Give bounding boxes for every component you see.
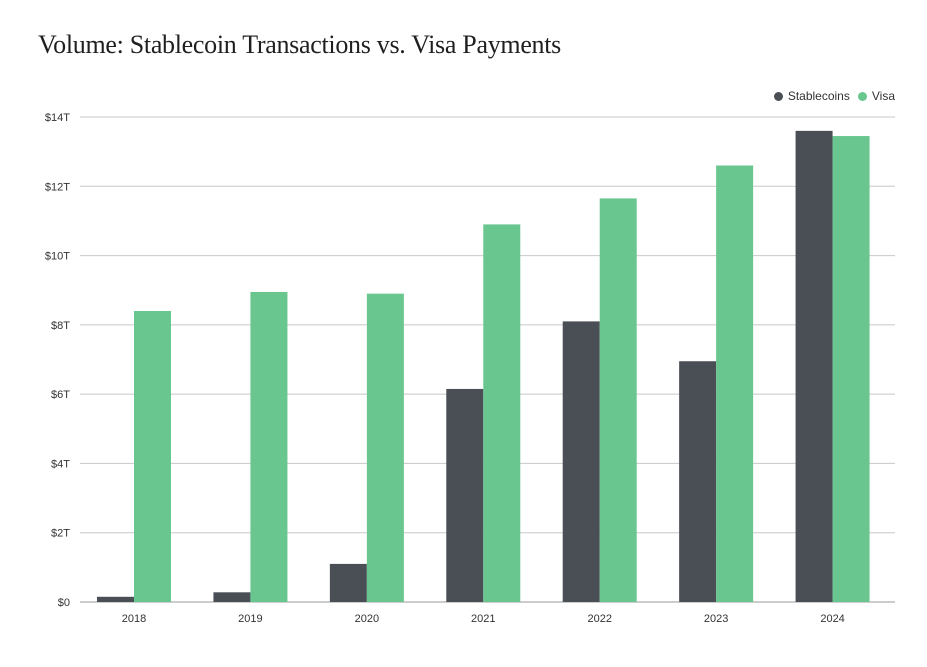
bar-stablecoins — [446, 388, 484, 602]
y-tick-label: $2T — [51, 528, 70, 540]
x-tick-label: 2021 — [471, 613, 495, 625]
y-tick-label: $0 — [58, 597, 70, 609]
legend-label-stablecoins: Stablecoins — [787, 89, 850, 103]
y-tick-label: $14T — [45, 112, 70, 124]
bar-stablecoins — [795, 130, 833, 602]
y-tick-label: $12T — [45, 181, 70, 193]
bar-visa — [366, 293, 404, 602]
legend-item-visa: Visa — [857, 89, 895, 103]
bar-visa — [599, 198, 637, 603]
chart-title: Volume: Stablecoin Transactions vs. Visa… — [38, 30, 561, 59]
bar-stablecoins — [97, 596, 134, 602]
y-tick-label: $8T — [51, 320, 70, 332]
y-tick-label: $6T — [51, 389, 70, 401]
bar-stablecoins — [213, 592, 251, 602]
bar-visa — [716, 165, 754, 602]
y-tick-label: $10T — [45, 251, 70, 263]
x-tick-label: 2023 — [704, 613, 728, 625]
legend: Stablecoins Visa — [773, 89, 895, 103]
bar-visa — [250, 291, 288, 602]
x-tick-label: 2018 — [122, 613, 146, 625]
bar-stablecoins — [679, 361, 717, 602]
x-tick-label: 2024 — [820, 613, 844, 625]
bar-stablecoins — [329, 563, 367, 602]
bar-visa — [134, 311, 171, 602]
legend-label-visa: Visa — [871, 89, 895, 103]
bar-visa — [483, 224, 521, 602]
x-tick-label: 2019 — [238, 613, 262, 625]
legend-swatch-visa — [857, 91, 867, 101]
bar-stablecoins — [562, 321, 600, 602]
x-tick-label: 2020 — [355, 613, 379, 625]
legend-item-stablecoins: Stablecoins — [773, 89, 850, 103]
bar-visa — [832, 136, 870, 602]
legend-swatch-stablecoins — [773, 91, 783, 101]
y-tick-label: $4T — [51, 458, 70, 470]
x-tick-label: 2022 — [587, 613, 611, 625]
